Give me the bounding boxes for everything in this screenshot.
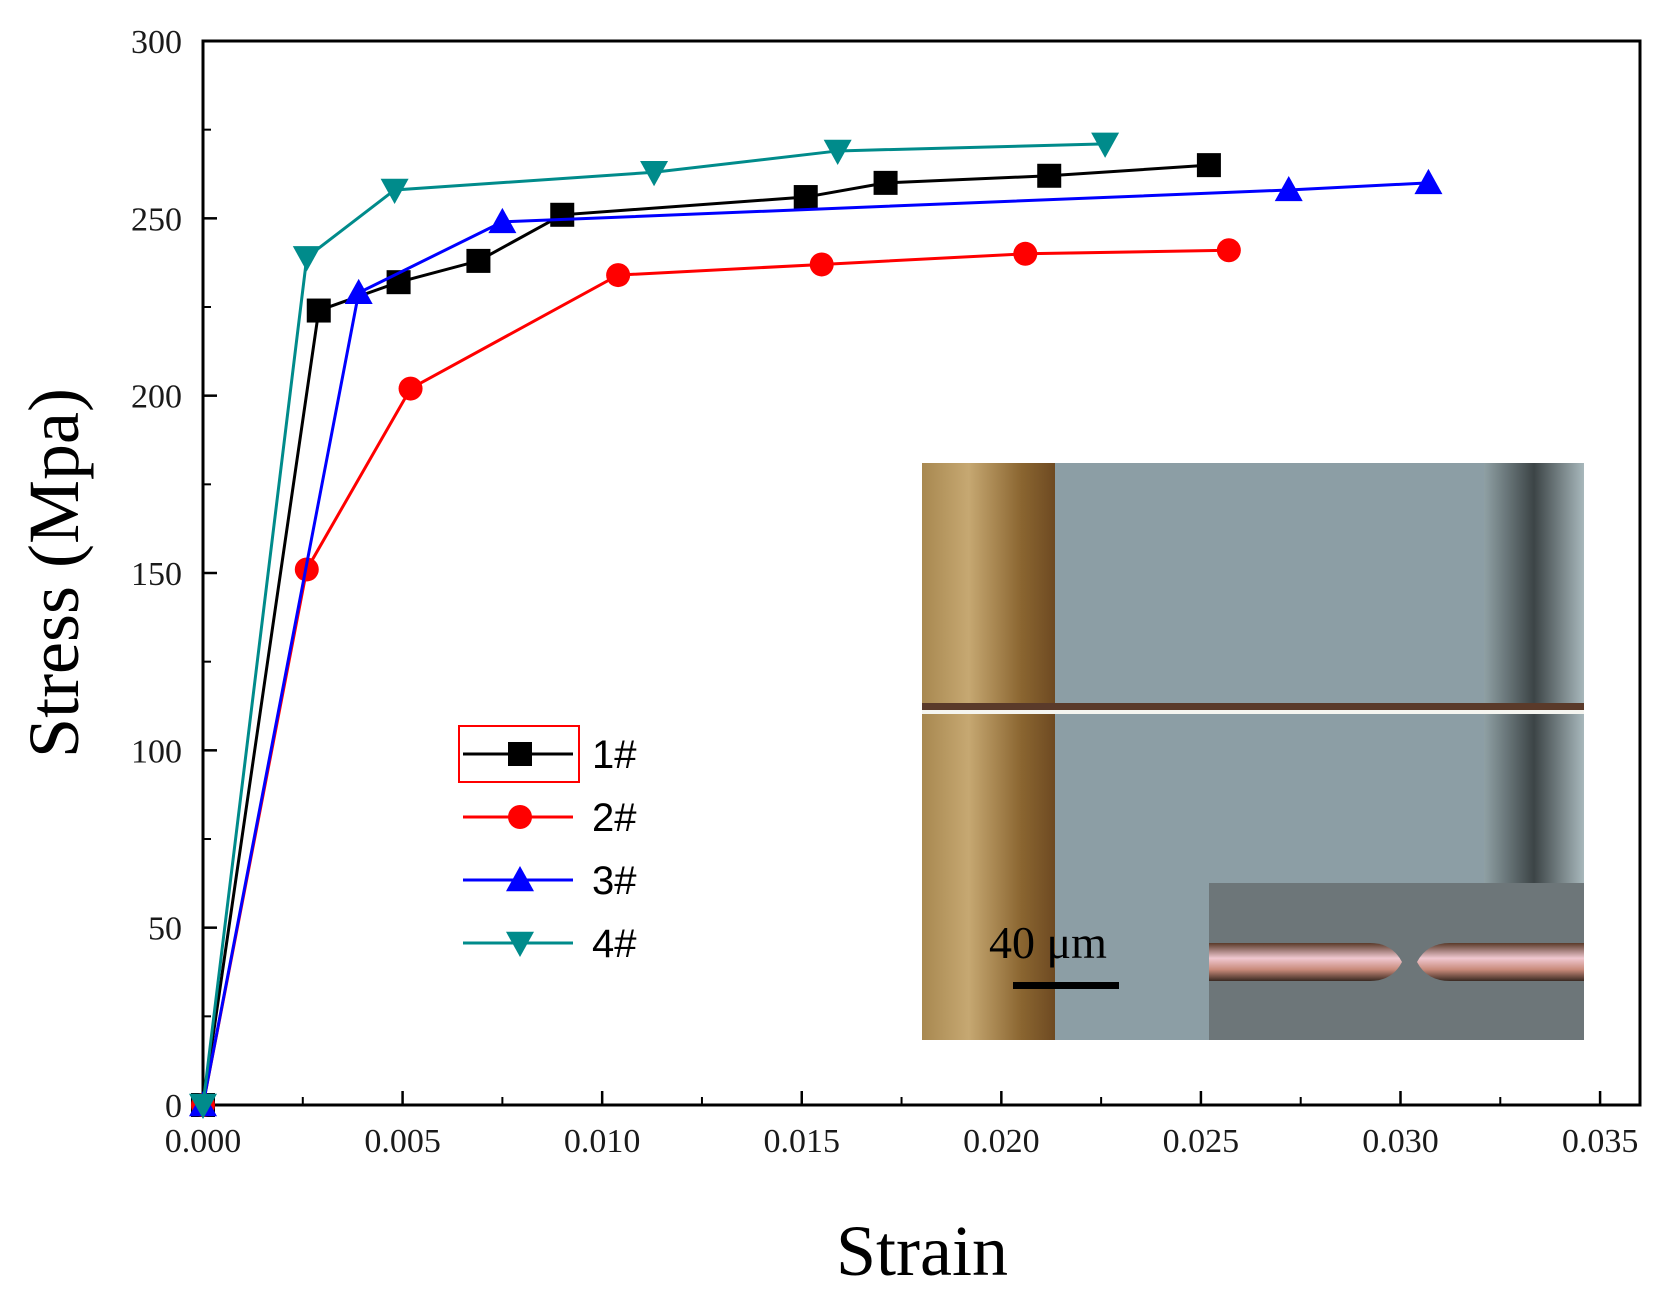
y-tick-label: 300: [131, 24, 182, 61]
data-point: [1091, 132, 1120, 158]
data-point: [873, 170, 898, 195]
legend-item-2: 2#: [463, 796, 637, 840]
scale-bar: [1013, 982, 1119, 989]
inset-gold-region: [922, 463, 1055, 1040]
y-tick-label: 100: [131, 733, 182, 770]
x-tick-label: 0.030: [1362, 1123, 1439, 1160]
legend-marker: [508, 742, 532, 766]
data-point: [1196, 153, 1221, 178]
data-point: [793, 185, 818, 210]
data-point: [380, 178, 409, 204]
legend-marker: [506, 866, 534, 892]
legend-item-1: 1#: [463, 733, 637, 777]
data-point: [189, 1093, 217, 1119]
sub-inset-rod-right: [1417, 943, 1584, 981]
y-axis-title: Stress (Mpa): [14, 388, 94, 758]
x-tick-label: 0.000: [165, 1123, 242, 1160]
y-axis-ticks: 0 50 100 150 200 250 300: [131, 24, 217, 1125]
legend-label: 3#: [592, 859, 637, 903]
y-tick-label: 250: [131, 201, 182, 238]
x-tick-label: 0.005: [364, 1123, 441, 1160]
data-point: [1414, 168, 1443, 195]
x-axis-title: Strain: [836, 1211, 1008, 1291]
inset-fiber-highlight: [922, 710, 1584, 714]
legend-label: 4#: [592, 922, 637, 966]
legend-marker: [508, 805, 532, 829]
y-tick-label: 150: [131, 556, 182, 593]
scale-bar-label: 40 μm: [989, 917, 1107, 968]
data-point: [1216, 238, 1241, 263]
inset-dark-region: [1484, 463, 1584, 883]
data-point: [1274, 175, 1303, 202]
series-4: [189, 132, 1120, 1119]
y-tick-label: 50: [148, 911, 182, 948]
legend-item-3: 3#: [463, 859, 637, 903]
series-line: [201, 142, 1106, 1106]
data-point: [640, 161, 669, 187]
x-axis-ticks: 0.000 0.005 0.010 0.015 0.020 0.025 0.030 0.035: [165, 1091, 1639, 1160]
data-point: [344, 278, 373, 305]
legend-selection-box: [458, 725, 580, 783]
x-tick-label: 0.035: [1562, 1123, 1639, 1160]
x-tick-label: 0.025: [1163, 1123, 1240, 1160]
inset-micrograph: 40 μm: [922, 463, 1584, 1040]
data-point: [1013, 241, 1038, 266]
data-point: [1037, 163, 1062, 188]
legend-label: 1#: [592, 733, 637, 777]
x-tick-label: 0.010: [564, 1123, 641, 1160]
data-point: [398, 376, 423, 401]
data-point: [823, 139, 852, 165]
data-point: [550, 202, 575, 227]
legend-label: 2#: [592, 796, 637, 840]
inset-fiber: [922, 703, 1584, 710]
data-point: [488, 207, 517, 234]
x-tick-label: 0.020: [963, 1123, 1040, 1160]
data-point: [809, 252, 834, 277]
data-point: [306, 298, 331, 323]
y-tick-label: 0: [165, 1088, 182, 1125]
y-tick-label: 200: [131, 379, 182, 416]
sub-inset-rod-left: [1209, 943, 1402, 981]
legend-marker: [506, 931, 534, 957]
data-point: [292, 246, 321, 272]
series-layer: [189, 132, 1443, 1119]
series-3: [189, 168, 1443, 1117]
legend-item-4: 4#: [463, 922, 637, 966]
legend: 1# 2# 3# 4#: [458, 725, 637, 966]
data-point: [606, 263, 631, 288]
data-point: [466, 248, 491, 273]
x-tick-label: 0.015: [764, 1123, 841, 1160]
